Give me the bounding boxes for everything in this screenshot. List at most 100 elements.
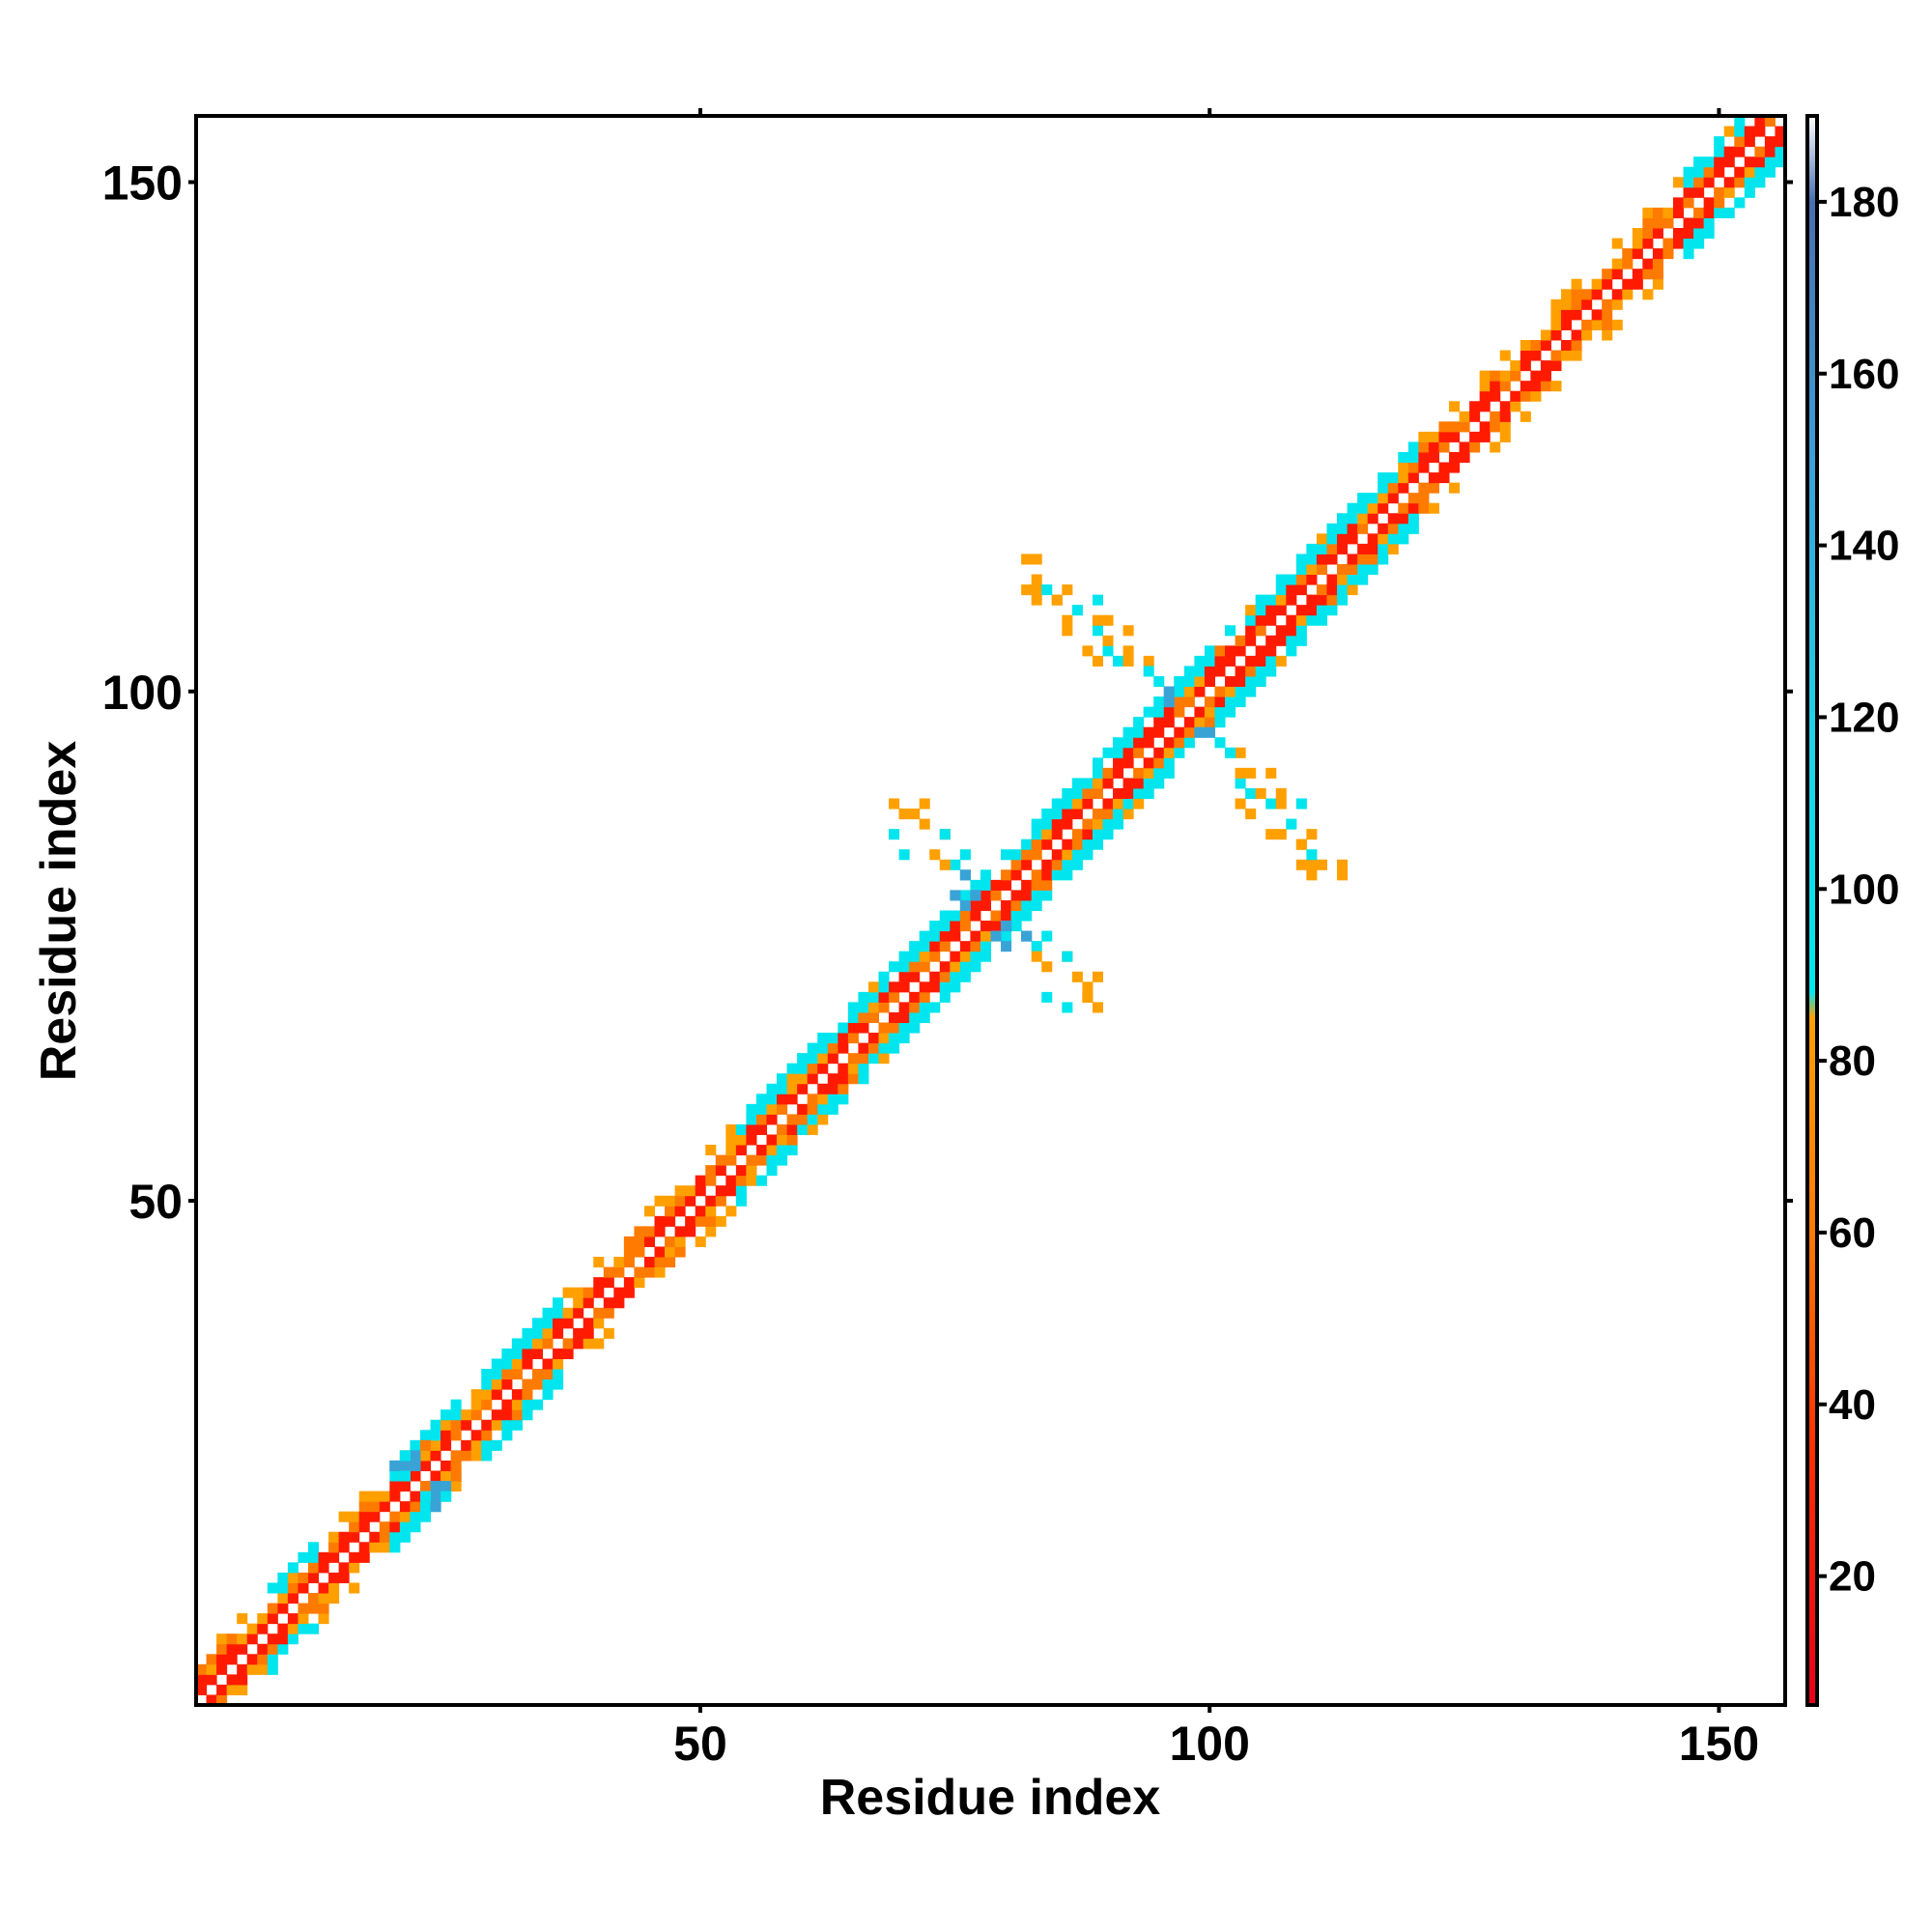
heatmap-cell	[1286, 614, 1297, 626]
heatmap-cell	[410, 1460, 421, 1471]
heatmap-cell	[1051, 818, 1063, 830]
heatmap-cell	[287, 1613, 298, 1625]
heatmap-cell	[1122, 798, 1134, 810]
heatmap-cell	[206, 1663, 217, 1675]
heatmap-cell	[257, 1623, 269, 1634]
heatmap-cell	[1183, 675, 1195, 688]
heatmap-cell	[1041, 818, 1053, 830]
heatmap-cell	[1611, 238, 1623, 249]
heatmap-cell	[817, 1063, 829, 1074]
heatmap-cell	[613, 1257, 625, 1268]
heatmap-cell	[318, 1582, 329, 1594]
heatmap-cell	[410, 1439, 421, 1451]
heatmap-cell	[1611, 258, 1623, 270]
heatmap-cell	[1703, 207, 1715, 218]
heatmap-cell	[735, 1165, 747, 1177]
heatmap-cell	[1194, 706, 1206, 718]
heatmap-cell	[369, 1542, 381, 1553]
heatmap-cell	[1082, 991, 1094, 1003]
heatmap-cell	[1662, 248, 1674, 260]
heatmap-cell	[674, 1206, 686, 1217]
heatmap-cell	[878, 971, 890, 982]
heatmap-cell	[1245, 635, 1257, 646]
heatmap-cell	[705, 1175, 717, 1186]
heatmap-cell	[277, 1634, 289, 1645]
heatmap-cell	[1031, 574, 1042, 585]
heatmap-cell	[705, 1165, 717, 1177]
heatmap-cell	[1418, 493, 1430, 504]
heatmap-cell	[858, 1011, 869, 1023]
heatmap-cell	[1490, 381, 1501, 392]
heatmap-cell	[797, 1053, 809, 1065]
heatmap-cell	[735, 1145, 747, 1156]
heatmap-cell	[1092, 971, 1103, 982]
heatmap-cell	[1407, 462, 1419, 473]
heatmap-cell	[634, 1246, 645, 1258]
heatmap-cell	[267, 1582, 278, 1594]
heatmap-cell	[1021, 584, 1033, 596]
heatmap-cell	[695, 1206, 706, 1217]
heatmap-cell	[847, 1073, 859, 1085]
heatmap-cell	[1245, 686, 1257, 697]
heatmap-cell	[735, 1123, 747, 1135]
heatmap-cell	[735, 1195, 747, 1207]
heatmap-cell	[1275, 584, 1287, 596]
heatmap-cell	[206, 1694, 217, 1706]
heatmap-cell	[623, 1236, 635, 1247]
heatmap-cell	[1734, 146, 1746, 157]
heatmap-cell	[389, 1521, 401, 1533]
heatmap-cell	[1133, 778, 1145, 789]
heatmap-cell	[643, 1236, 656, 1247]
heatmap-cell	[1183, 726, 1195, 738]
heatmap-cell	[929, 971, 941, 982]
heatmap-cell	[1275, 829, 1287, 840]
heatmap-cell	[735, 1185, 747, 1197]
heatmap-cell	[1754, 146, 1766, 157]
x-axis-ticks: 50 100 150	[673, 108, 1759, 1771]
heatmap-cell	[1295, 584, 1307, 596]
heatmap-cell	[1550, 329, 1562, 341]
heatmap-cell	[1062, 1002, 1073, 1013]
colorbar-tick-label: 140	[1829, 523, 1899, 570]
heatmap-cell	[307, 1551, 320, 1563]
heatmap-cell	[1499, 381, 1511, 392]
heatmap-cell	[970, 899, 981, 911]
heatmap-cell	[399, 1511, 411, 1522]
heatmap-cell	[531, 1378, 544, 1390]
heatmap-cell	[603, 1297, 614, 1309]
heatmap-cell	[511, 1348, 523, 1359]
heatmap-cell	[1438, 431, 1450, 442]
heatmap-cell	[705, 1206, 717, 1217]
heatmap-cell	[1438, 472, 1450, 484]
heatmap-cell	[1071, 787, 1083, 800]
heatmap-cell	[1754, 166, 1766, 178]
heatmap-cell	[1062, 869, 1073, 881]
heatmap-cell	[1122, 625, 1134, 637]
heatmap-cell	[1632, 269, 1643, 280]
heatmap-cell	[1092, 757, 1103, 769]
heatmap-cell	[358, 1542, 370, 1553]
heatmap-cell	[1378, 523, 1389, 534]
heatmap-cell	[553, 1318, 564, 1329]
heatmap-cell	[1092, 614, 1103, 626]
heatmap-cell	[491, 1369, 502, 1380]
heatmap-cell	[777, 1134, 788, 1146]
heatmap-cell	[1265, 614, 1277, 626]
heatmap-cell	[1306, 563, 1318, 576]
heatmap-cell	[461, 1419, 472, 1431]
heatmap-cell	[1174, 747, 1185, 758]
heatmap-cell	[1295, 574, 1307, 585]
heatmap-cell	[542, 1307, 554, 1319]
heatmap-cell	[1010, 899, 1022, 911]
heatmap-cell	[369, 1501, 381, 1513]
heatmap-cell	[695, 1185, 706, 1197]
heatmap-cell	[1459, 451, 1470, 464]
heatmap-cell	[491, 1358, 502, 1370]
heatmap-cell	[562, 1307, 574, 1319]
heatmap-cell	[970, 930, 981, 942]
heatmap-cell	[623, 1277, 635, 1289]
heatmap-cell	[430, 1501, 441, 1513]
heatmap-cell	[725, 1123, 737, 1135]
heatmap-cell	[665, 1206, 676, 1217]
heatmap-cell	[1703, 156, 1715, 168]
